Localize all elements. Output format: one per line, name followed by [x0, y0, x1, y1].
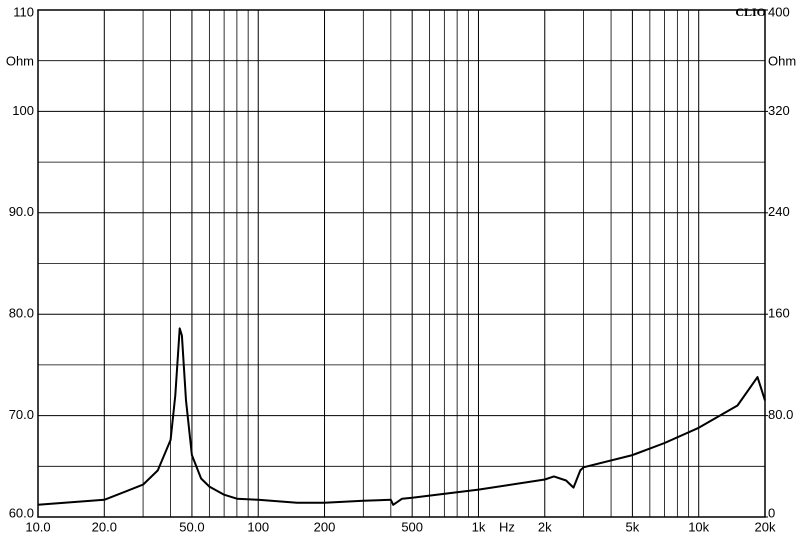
- y-tick-label: 70.0: [9, 407, 34, 422]
- y2-tick-label: 240: [768, 204, 790, 219]
- y2-tick-label: 320: [768, 103, 790, 118]
- y-tick-label: 110: [13, 4, 34, 19]
- y-tick-label: 60.0: [9, 505, 34, 520]
- y2-tick-label: 0: [768, 505, 775, 520]
- y-tick-label: 90.0: [9, 204, 34, 219]
- x-unit: Hz: [499, 519, 515, 534]
- x-tick-label: 50.0: [179, 519, 204, 534]
- x-tick-label: 20k: [755, 519, 776, 534]
- brand: CLIO: [735, 5, 766, 19]
- y2-tick-label: 160: [768, 306, 790, 321]
- x-tick-label: 2k: [538, 519, 552, 534]
- x-tick-label: 100: [247, 519, 269, 534]
- impedance-curve: [37, 327, 766, 506]
- y-tick-label: 100: [12, 103, 34, 118]
- y-tick-label: 80.0: [9, 306, 34, 321]
- y2-tick-label: 80.0: [768, 407, 793, 422]
- plot-frame: [37, 9, 766, 518]
- y-unit: Ohm: [6, 53, 34, 68]
- x-tick-label: 5k: [626, 519, 640, 534]
- y2-unit: Ohm: [768, 53, 796, 68]
- x-tick-label: 500: [401, 519, 423, 534]
- x-tick-label: 1k: [472, 519, 486, 534]
- x-tick-label: 10.0: [25, 519, 50, 534]
- x-tick-label: 20.0: [92, 519, 117, 534]
- y2-tick-label: 400: [768, 4, 790, 19]
- x-tick-label: 200: [314, 519, 336, 534]
- x-tick-label: 10k: [688, 519, 709, 534]
